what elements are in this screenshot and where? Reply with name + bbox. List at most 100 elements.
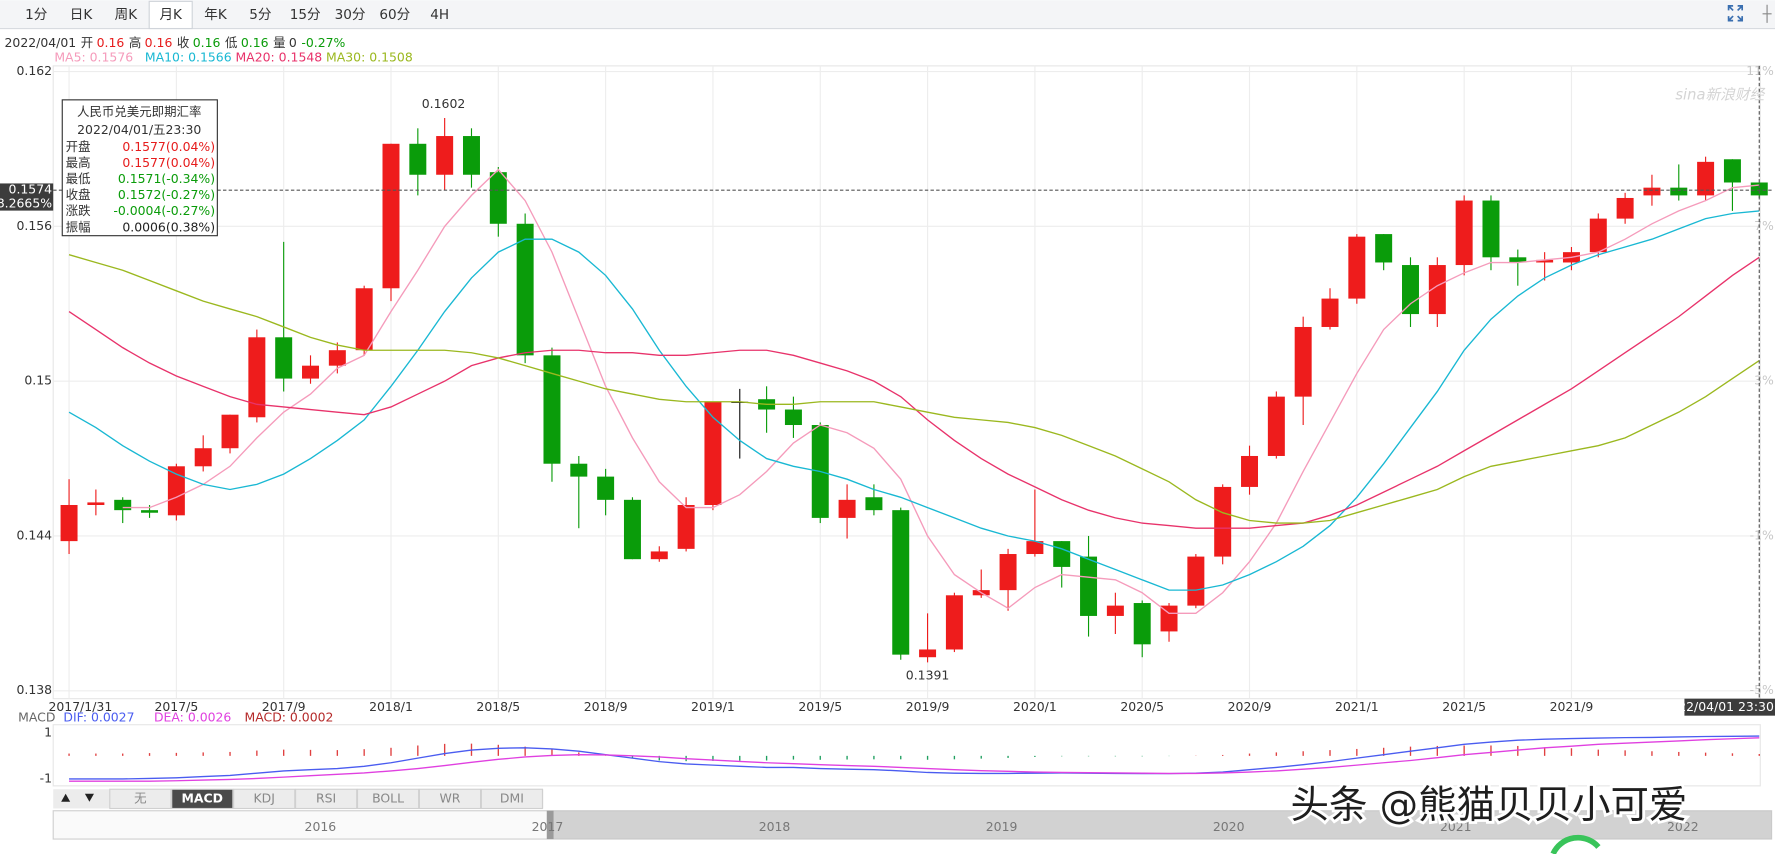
candle-body — [1294, 326, 1312, 397]
candle-body — [1455, 200, 1473, 266]
candle-body — [1643, 187, 1661, 196]
candle-body — [194, 448, 212, 467]
tooltip-label: 开盘 — [66, 139, 91, 154]
candle-body — [623, 499, 641, 560]
candle-body — [1402, 265, 1419, 315]
x-tick-label: 2020/5 — [1120, 699, 1164, 714]
indicator-tab[interactable]: 无 — [134, 790, 146, 805]
macd-tick-label: 1 — [44, 724, 52, 739]
y-tick-label: 0.156 — [16, 218, 52, 233]
indicator-tab-bg[interactable] — [233, 788, 296, 810]
tooltip-label: 最低 — [66, 171, 91, 186]
candle-body — [1026, 541, 1044, 555]
candle-body — [1133, 603, 1151, 645]
crosshair-value: 0.1574 — [9, 182, 53, 197]
info-value: 0.16 — [97, 35, 125, 50]
legend-entry: MA10: 0.1566 — [145, 49, 232, 64]
macd-line — [69, 737, 1760, 782]
timeframe-tab[interactable]: 周K — [115, 7, 139, 23]
indicator-tab-bg[interactable] — [356, 788, 420, 810]
y2-tick-label: -1% — [1750, 527, 1774, 542]
candle-body — [275, 337, 293, 379]
legend-entry: MA30: 0.1508 — [326, 49, 413, 64]
candle-body — [248, 337, 266, 418]
x-tick-label: 2017/9 — [262, 699, 306, 714]
tooltip-value: 0.1577(0.04%) — [122, 139, 215, 154]
indicator-tab-bg[interactable] — [109, 788, 172, 810]
candle-body — [1321, 298, 1339, 327]
candle-body — [302, 365, 320, 379]
timeframe-tab[interactable]: 日K — [70, 7, 94, 23]
macd-line — [69, 735, 1760, 780]
navigator-year: 2020 — [1213, 819, 1245, 834]
timeframe-tab[interactable]: 60分 — [379, 7, 410, 23]
candle-body — [1160, 605, 1178, 632]
candle-body — [597, 476, 615, 500]
indicator-tab[interactable]: RSI — [316, 790, 336, 805]
scroll-marker — [1762, 4, 1772, 23]
macd-title: MACD — [18, 709, 55, 724]
timeframe-tab[interactable]: 30分 — [335, 7, 366, 23]
tooltip-time: 2022/04/01/五23:30 — [77, 122, 201, 137]
info-label: 开 — [81, 35, 93, 50]
timeframe-tab[interactable]: 月K — [159, 7, 183, 23]
candle-body — [677, 504, 695, 549]
crosshair-pct: 8.2665% — [0, 195, 52, 210]
timeframe-tab[interactable]: 4H — [430, 7, 449, 23]
candle-body — [1536, 259, 1554, 263]
x-tick-label: 2019/1 — [691, 699, 735, 714]
x-tick-label: 2018/1 — [369, 699, 413, 714]
indicator-tab[interactable]: WR — [439, 790, 460, 805]
navigator-year: 2019 — [986, 819, 1018, 834]
candle-body — [1616, 197, 1634, 219]
tooltip-value: 0.1572(-0.27%) — [118, 187, 215, 202]
navigator-year: 2018 — [759, 819, 791, 834]
indicator-tab-bg[interactable] — [295, 788, 358, 810]
candle-body — [60, 504, 78, 542]
indicator-tab-bg[interactable] — [171, 788, 234, 810]
candle-body — [1670, 187, 1688, 196]
ma-line — [68, 256, 1760, 529]
x-tick-label: 2019/5 — [798, 699, 842, 714]
candle-body — [221, 414, 239, 449]
indicator-tab[interactable]: MACD — [182, 790, 223, 805]
arrow-up[interactable] — [61, 793, 71, 802]
navigator-handle[interactable] — [546, 810, 554, 840]
candle-body — [436, 136, 454, 175]
indicator-tab-bg[interactable] — [480, 788, 544, 810]
indicator-tab-bg[interactable] — [418, 788, 482, 810]
x-tick-label: 2020/9 — [1228, 699, 1272, 714]
candle-body — [892, 510, 910, 655]
info-bar: 2022/04/01 开 0.16 高 0.16 收 0.16 低 0.16 量 0 -0.27% — [5, 35, 346, 50]
fullscreen-icon[interactable] — [1727, 5, 1744, 22]
tooltip-value: 0.1571(-0.34%) — [118, 171, 215, 186]
info-change: -0.27% — [301, 35, 345, 50]
navigator-year: 2021 — [1440, 819, 1472, 834]
indicator-tab[interactable]: BOLL — [372, 790, 404, 805]
timeframe-tab[interactable]: 15分 — [290, 7, 321, 23]
navigator-year: 2017 — [532, 819, 564, 834]
arrow-down[interactable] — [84, 793, 94, 802]
timeframe-tab[interactable]: 年K — [204, 7, 228, 23]
candle-body — [999, 554, 1017, 591]
macd-tick-label: -1 — [40, 770, 52, 785]
candle-body — [838, 499, 856, 518]
navigator-year: 2022 — [1667, 819, 1699, 834]
navigator-selection[interactable] — [551, 810, 1772, 840]
info-value: 0.16 — [193, 35, 221, 50]
candle-body — [141, 510, 159, 513]
candle-body — [382, 143, 400, 289]
toolbar-bg — [0, 0, 1775, 29]
indicator-tab[interactable]: KDJ — [254, 790, 275, 805]
candle-body — [355, 288, 373, 351]
tooltip-box — [61, 99, 218, 237]
timeframe-tab[interactable]: 1分 — [25, 7, 48, 23]
timeframe-tab[interactable]: 5分 — [249, 7, 272, 23]
candle-body — [1375, 234, 1393, 263]
candle-body — [650, 551, 668, 560]
y-tick-label: 0.15 — [24, 373, 52, 388]
candle-body — [1589, 218, 1607, 253]
indicator-tab[interactable]: DMI — [500, 790, 524, 805]
